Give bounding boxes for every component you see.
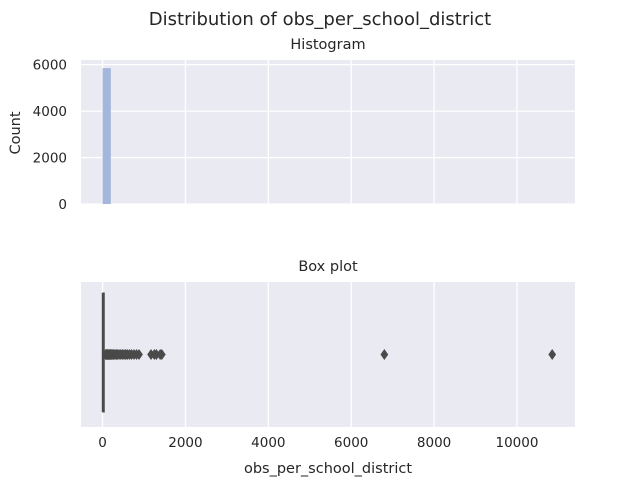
- x-tick-4: 8000: [417, 435, 451, 451]
- histogram-gridlines: [81, 60, 575, 205]
- boxplot-outlier-31: [380, 348, 389, 361]
- boxplot-outlier-30: [157, 348, 166, 361]
- boxplot-outliers: [101, 348, 557, 361]
- x-tick-2: 4000: [251, 435, 285, 451]
- x-tick-5: 10000: [496, 435, 539, 451]
- boxplot-outlier-32: [548, 348, 557, 361]
- histogram-y-axis-label: Count: [8, 111, 24, 154]
- x-tick-3: 6000: [334, 435, 368, 451]
- histogram-y-tick-2: 4000: [33, 104, 67, 120]
- boxplot-subtitle: Box plot: [298, 259, 358, 275]
- boxplot-x-ticks: 0 2000 4000 6000 8000 10000: [98, 435, 538, 451]
- histogram-y-tick-1: 2000: [33, 151, 67, 167]
- chart-title: Distribution of obs_per_school_district: [149, 9, 491, 30]
- histogram-y-tick-3: 6000: [33, 58, 67, 74]
- histogram-y-ticks: 0 2000 4000 6000: [33, 58, 67, 213]
- boxplot-panel: 0 2000 4000 6000 8000 10000 Box plot obs_per_…: [81, 259, 575, 477]
- histogram-plot-area: [81, 60, 575, 204]
- histogram-subtitle: Histogram: [290, 37, 365, 53]
- x-tick-1: 2000: [168, 435, 202, 451]
- histogram-panel: 0 2000 4000 6000 Histogram Count: [8, 37, 575, 213]
- boxplot-outlier-25: [135, 348, 143, 361]
- histogram-y-tick-0: 0: [58, 197, 67, 213]
- x-tick-0: 0: [98, 435, 107, 451]
- x-axis-label: obs_per_school_district: [244, 461, 412, 477]
- histogram-bars: [102, 68, 111, 205]
- histogram-bar-0: [102, 68, 111, 205]
